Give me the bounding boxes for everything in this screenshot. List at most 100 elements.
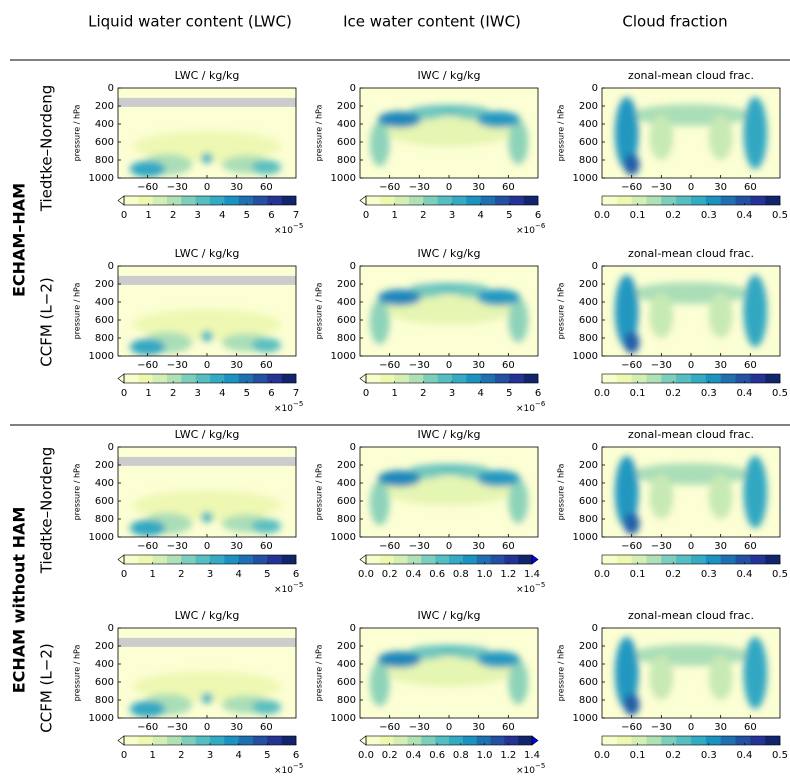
- group-label: ECHAM–HAM: [10, 183, 29, 297]
- colorbar-segment: [765, 196, 781, 205]
- colorbar-tick-label: 3: [449, 388, 455, 399]
- colorbar-tick-label: 6: [535, 210, 541, 221]
- colorbar-segment: [631, 374, 647, 383]
- field-blob: [508, 119, 529, 165]
- x-tick-label: −30: [651, 722, 672, 733]
- field-blob: [129, 519, 166, 537]
- field-blob: [251, 338, 282, 353]
- colorbar-tick-label: 3: [207, 569, 213, 580]
- colorbar-segment: [224, 196, 239, 205]
- y-tick-label: 800: [95, 514, 114, 525]
- colorbar-segment: [210, 555, 225, 564]
- colorbar-segment: [661, 736, 677, 745]
- colorbar-segment: [379, 736, 394, 745]
- panel-title: zonal-mean cloud frac.: [628, 428, 754, 441]
- x-tick-label: 60: [260, 182, 273, 193]
- y-tick-label: 1000: [89, 713, 114, 724]
- colorbar-segment: [466, 196, 481, 205]
- y-tick-label: 600: [337, 677, 356, 688]
- field-blob: [201, 330, 213, 342]
- y-tick-label: 200: [579, 101, 598, 112]
- field-blob: [614, 97, 639, 169]
- colorbar-tick-label: 6: [535, 388, 541, 399]
- colorbar-tick-label: 1.0: [477, 569, 493, 580]
- colorbar-segment: [495, 196, 510, 205]
- colorbar-multiplier: ×10−5: [274, 762, 303, 776]
- colorbar-segment: [421, 736, 436, 745]
- colorbar-segment: [210, 374, 225, 383]
- colorbar-segment: [152, 196, 168, 205]
- x-tick-label: 60: [260, 541, 273, 552]
- colorbar-segment: [224, 555, 239, 564]
- y-tick-label: 800: [337, 695, 356, 706]
- multiplier-base: ×10: [274, 404, 293, 414]
- colorbar-segment: [602, 196, 618, 205]
- x-tick-label: −30: [167, 182, 188, 193]
- x-tick-label: 60: [260, 722, 273, 733]
- colorbar-segment: [195, 555, 211, 564]
- y-tick-label: 600: [337, 496, 356, 507]
- colorbar-segment: [380, 196, 395, 205]
- x-tick-label: −60: [621, 182, 642, 193]
- y-tick-label: 600: [337, 315, 356, 326]
- colorbar-tick-label: 2: [178, 569, 184, 580]
- y-tick-label: 400: [95, 297, 114, 308]
- field-blob: [508, 478, 529, 524]
- colorbar-tick-label: 5: [244, 388, 250, 399]
- field-blob: [377, 651, 422, 668]
- colorbar-segment: [409, 374, 424, 383]
- colorbar-segment: [366, 555, 381, 564]
- x-tick-label: −30: [167, 541, 188, 552]
- field-blobs: [369, 464, 529, 526]
- y-tick-label: 600: [579, 137, 598, 148]
- colorbar-tick-label: 0.1: [630, 750, 646, 761]
- colorbar-tick-label: 2: [420, 210, 426, 221]
- panel-title: IWC / kg/kg: [418, 428, 481, 441]
- colorbar-segment: [509, 374, 524, 383]
- y-tick-label: 800: [95, 155, 114, 166]
- colorbar-segment: [124, 196, 139, 205]
- colorbar-segment: [765, 555, 781, 564]
- colorbar-segment: [437, 196, 453, 205]
- colorbar-tick-label: 0.5: [772, 569, 788, 580]
- colorbar-segment: [124, 374, 139, 383]
- colorbar-tick-label: 0.4: [736, 210, 752, 221]
- x-tick-label: −60: [379, 360, 400, 371]
- field-blobs: [614, 456, 768, 535]
- x-tick-label: 0: [204, 182, 210, 193]
- colorbar-segment: [394, 374, 410, 383]
- colorbar-tick-label: 0.6: [429, 569, 445, 580]
- y-tick-label: 400: [95, 478, 114, 489]
- x-tick-label: 0: [688, 722, 694, 733]
- multiplier-base: ×10: [516, 766, 535, 776]
- y-tick-label: 0: [592, 442, 598, 453]
- colorbar-segment: [466, 374, 481, 383]
- multiplier-base: ×10: [516, 585, 535, 595]
- y-tick-label: 1000: [573, 173, 598, 184]
- y-tick-label: 0: [350, 442, 356, 453]
- field-blob: [508, 659, 529, 705]
- y-tick-label: 600: [337, 137, 356, 148]
- colorbar-tick-label: 6: [268, 388, 274, 399]
- colorbar-tick-label: 4: [219, 388, 225, 399]
- colorbar-segment: [449, 736, 464, 745]
- x-tick-label: −30: [409, 182, 430, 193]
- colorbar-segment: [181, 196, 196, 205]
- colorbar-tick-label: 1: [145, 210, 151, 221]
- colorbar-segment: [504, 555, 519, 564]
- colorbar-extend: [531, 554, 539, 565]
- colorbar-segment: [449, 555, 464, 564]
- colorbar-tick-label: 0: [121, 750, 127, 761]
- x-tick-label: 30: [230, 182, 243, 193]
- field-blob: [201, 511, 213, 523]
- field-blob: [377, 470, 422, 487]
- colorbar-segment: [691, 374, 707, 383]
- y-tick-label: 800: [337, 155, 356, 166]
- colorbar-multiplier: ×10−5: [516, 762, 545, 776]
- colorbar-tick-label: 0.6: [429, 750, 445, 761]
- colorbar-tick-label: 0.4: [405, 569, 421, 580]
- field-blob: [743, 456, 768, 528]
- colorbar-tick-label: 1.4: [524, 750, 540, 761]
- field-blob: [201, 692, 213, 704]
